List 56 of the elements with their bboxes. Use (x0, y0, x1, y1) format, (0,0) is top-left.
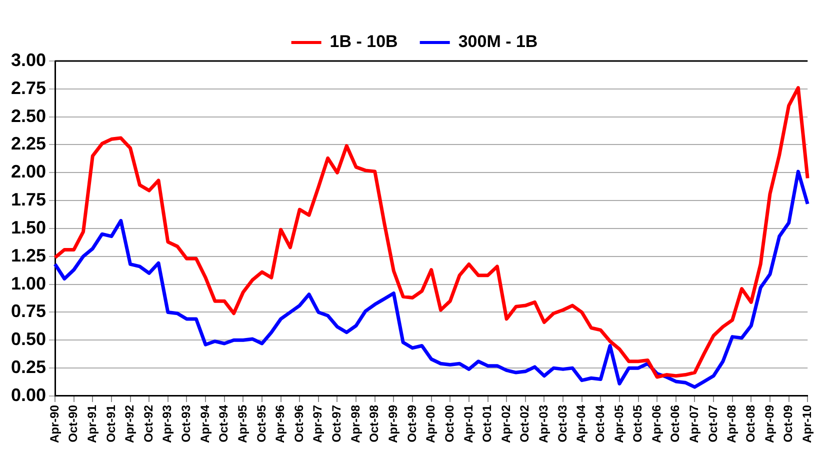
y-tick-label: 0.00 (10, 384, 46, 405)
x-tick-label: Apr-92 (122, 404, 137, 444)
x-tick-label: Oct-92 (141, 404, 156, 442)
x-tick-label: Oct-07 (706, 404, 720, 442)
x-tick-label: Apr-91 (84, 404, 99, 444)
x-tick-label: Apr-93 (160, 404, 174, 444)
x-tick-label: Oct-00 (442, 404, 456, 442)
x-tick-label: Apr-98 (348, 404, 362, 444)
y-tick-label: 2.25 (10, 134, 46, 154)
x-tick-label: Oct-94 (216, 404, 231, 442)
x-tick-label: Apr-10 (800, 404, 814, 444)
x-tick-label: Apr-95 (235, 404, 250, 444)
x-tick-label: Apr-09 (762, 404, 776, 444)
y-tick-label: 1.25 (10, 245, 46, 266)
x-tick-label: Oct-91 (104, 404, 118, 442)
x-tick-label: Apr-06 (649, 404, 664, 444)
x-tick-label: Oct-01 (480, 404, 494, 442)
x-tick-label: Apr-96 (273, 404, 288, 444)
x-tick-label: Apr-02 (498, 404, 513, 444)
y-tick-label: 3.00 (10, 50, 46, 70)
legend-label: 300M - 1B (458, 32, 538, 52)
x-tick-label: Oct-90 (66, 404, 80, 442)
x-tick-label: Apr-03 (536, 404, 551, 444)
x-tick-label: Apr-05 (612, 404, 626, 444)
x-tick-label: Oct-93 (179, 404, 194, 442)
x-tick-label: Apr-99 (386, 404, 400, 444)
x-tick-label: Apr-08 (724, 404, 739, 444)
y-tick-label: 0.75 (10, 301, 46, 322)
x-tick-label: Oct-97 (330, 404, 344, 442)
x-tick-label: Oct-09 (781, 404, 796, 442)
y-tick-label: 1.00 (10, 273, 46, 294)
x-tick-label: Oct-04 (592, 404, 607, 442)
x-tick-label: Oct-95 (254, 404, 268, 442)
y-tick-label: 1.50 (10, 217, 46, 238)
x-tick-label: Oct-08 (743, 404, 758, 442)
x-tick-label: Oct-05 (630, 404, 645, 442)
x-tick-label: Oct-99 (404, 404, 419, 442)
x-tick-label: Apr-97 (310, 404, 325, 444)
x-tick-label: Oct-98 (367, 404, 382, 442)
y-tick-label: 0.50 (10, 329, 46, 350)
x-tick-label: Oct-02 (518, 404, 532, 442)
y-tick-label: 1.75 (10, 190, 46, 210)
legend-label: 1B - 10B (330, 32, 398, 52)
x-tick-label: Apr-07 (687, 404, 702, 444)
y-tick-label: 2.75 (10, 78, 46, 98)
x-tick-label: Apr-04 (574, 404, 588, 444)
x-tick-label: Oct-06 (668, 404, 682, 442)
y-tick-label: 0.25 (10, 357, 46, 378)
x-tick-label: Oct-96 (292, 404, 306, 442)
x-tick-label: Apr-94 (198, 404, 212, 444)
y-tick-label: 2.00 (10, 162, 46, 182)
x-tick-label: Apr-01 (461, 404, 476, 444)
x-tick-label: Oct-03 (555, 404, 570, 442)
x-tick-label: Apr-00 (424, 404, 438, 444)
y-tick-label: 2.50 (10, 106, 46, 126)
x-tick-label: Apr-90 (47, 404, 62, 444)
